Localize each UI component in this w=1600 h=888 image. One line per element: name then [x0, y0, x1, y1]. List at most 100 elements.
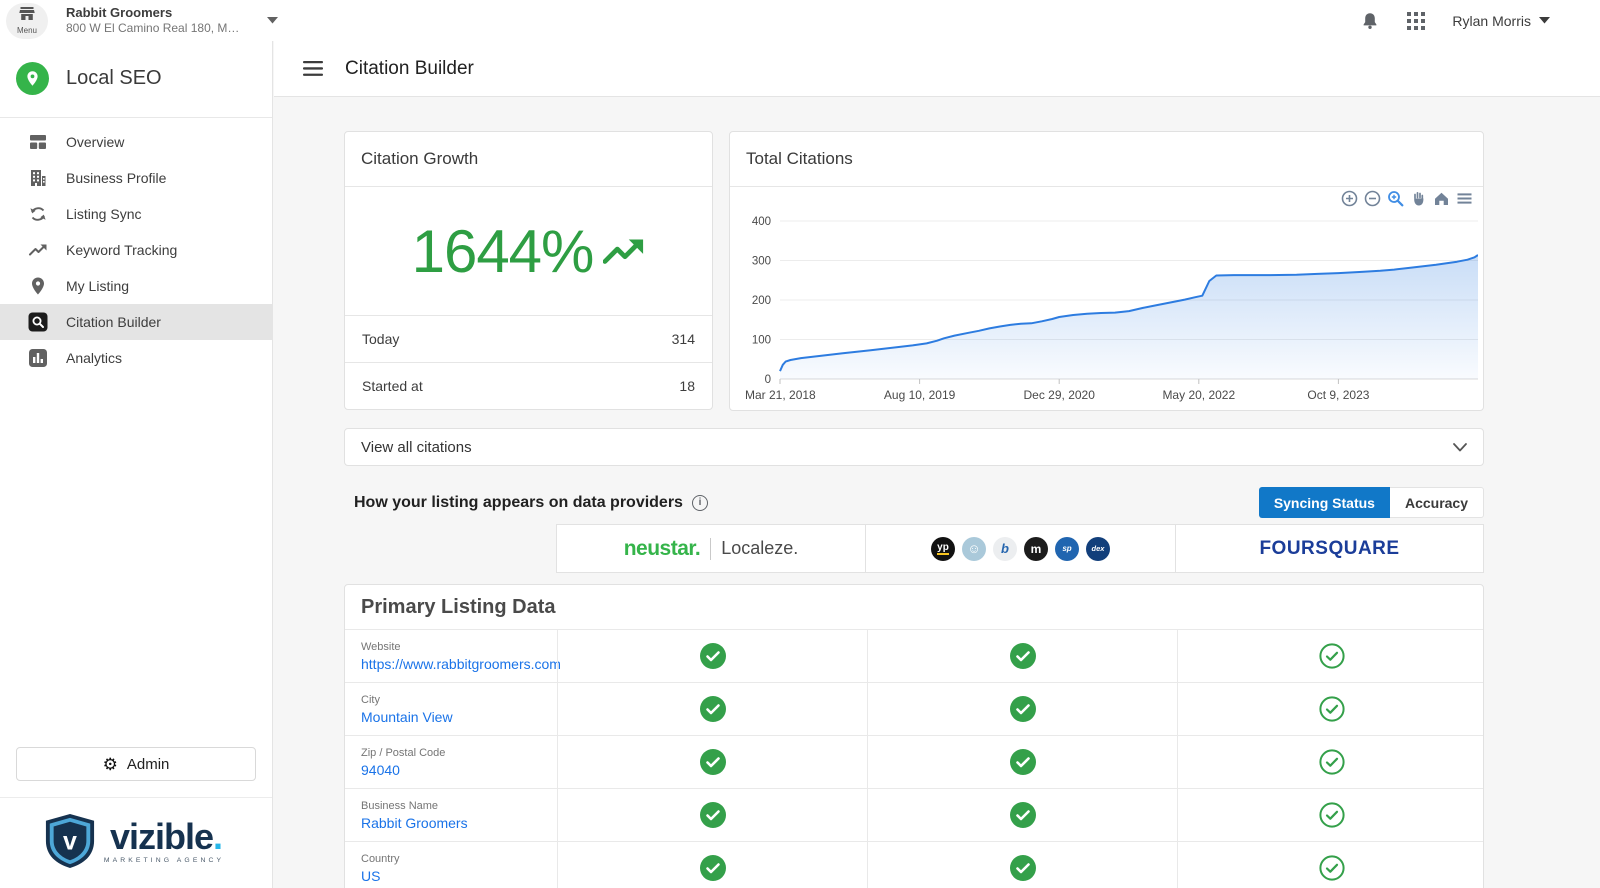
- stat-value: 18: [679, 378, 695, 394]
- business-address: 800 W El Camino Real 180, M…: [66, 21, 239, 36]
- check-circle-icon: [1319, 749, 1345, 775]
- gear-icon: ⚙: [103, 756, 118, 773]
- table-row: CountryUS: [345, 841, 1483, 888]
- sidebar-item-analytics[interactable]: Analytics: [0, 340, 272, 376]
- sidebar-item-label: Business Profile: [66, 170, 166, 186]
- sidebar-item-my-listing[interactable]: My Listing: [0, 268, 272, 304]
- manta-icon: m: [1024, 537, 1048, 561]
- table-row: Business NameRabbit Groomers: [345, 788, 1483, 841]
- table-row: Websitehttps://www.rabbitgroomers.com: [345, 629, 1483, 682]
- bell-icon[interactable]: [1360, 11, 1380, 31]
- hamburger-icon[interactable]: [303, 61, 323, 76]
- check-circle-icon: [700, 855, 726, 881]
- status-cell: [867, 789, 1177, 841]
- zoom-out-icon[interactable]: [1363, 189, 1381, 207]
- divider: [710, 538, 711, 560]
- page-header: Citation Builder: [274, 41, 1600, 97]
- view-all-citations-expander[interactable]: View all citations: [344, 428, 1484, 466]
- apps-grid-icon[interactable]: [1407, 12, 1425, 30]
- analytics-icon: [28, 348, 48, 368]
- admin-label: Admin: [127, 756, 170, 773]
- status-cell: [1177, 736, 1484, 788]
- citations-chart[interactable]: 0100200300400Mar 21, 2018Aug 10, 2019Dec…: [730, 187, 1483, 412]
- home-icon[interactable]: [1432, 189, 1450, 207]
- sidebar-item-overview[interactable]: Overview: [0, 124, 272, 160]
- status-cell: [557, 789, 867, 841]
- status-cell: [557, 683, 867, 735]
- check-circle-icon: [1010, 643, 1036, 669]
- citation-growth-card: Citation Growth 1644% Today 314 Started …: [344, 131, 713, 410]
- stat-value: 314: [672, 331, 695, 347]
- pan-icon[interactable]: [1409, 189, 1427, 207]
- menu-label: Menu: [17, 26, 37, 35]
- status-cell: [557, 842, 867, 888]
- sidebar-item-label: Keyword Tracking: [66, 242, 177, 258]
- sidebar-item-label: Listing Sync: [66, 206, 141, 222]
- info-icon[interactable]: i: [692, 495, 708, 511]
- status-cell: [867, 736, 1177, 788]
- chart-modebar: [1340, 189, 1473, 207]
- field-value-link[interactable]: Rabbit Groomers: [361, 815, 541, 831]
- field-value-link[interactable]: Mountain View: [361, 709, 541, 725]
- total-citations-card: Total Citations 0100200300400Mar 21, 201…: [729, 131, 1484, 411]
- check-circle-icon: [1319, 643, 1345, 669]
- accuracy-button[interactable]: Accuracy: [1390, 487, 1484, 518]
- storefront-icon: [19, 7, 35, 25]
- field-value-link[interactable]: 94040: [361, 762, 541, 778]
- admin-button[interactable]: ⚙ Admin: [16, 747, 256, 781]
- user-menu[interactable]: Rylan Morris: [1452, 13, 1550, 29]
- stat-label: Started at: [362, 378, 423, 394]
- sidebar-item-label: Analytics: [66, 350, 122, 366]
- status-cell: [867, 683, 1177, 735]
- business-switcher[interactable]: Rabbit Groomers 800 W El Camino Real 180…: [66, 5, 239, 36]
- chevron-down-icon: [1453, 439, 1467, 456]
- menu-button[interactable]: Menu: [6, 3, 48, 39]
- svg-text:200: 200: [752, 295, 771, 307]
- status-toggle: Syncing Status Accuracy: [1259, 487, 1484, 518]
- zoom-in-icon[interactable]: [1340, 189, 1358, 207]
- check-circle-icon: [700, 696, 726, 722]
- keyword-tracking-icon: [28, 240, 48, 260]
- field-cell: Websitehttps://www.rabbitgroomers.com: [345, 630, 557, 682]
- section-heading: How your listing appears on data provide…: [344, 494, 708, 512]
- sidebar-item-label: My Listing: [66, 278, 129, 294]
- status-cell: [1177, 842, 1484, 888]
- zoom-select-icon[interactable]: [1386, 189, 1404, 207]
- sidebar-item-citation-builder[interactable]: Citation Builder: [0, 304, 272, 340]
- logo-tagline: MARKETING AGENCY: [104, 857, 228, 864]
- check-circle-icon: [1319, 696, 1345, 722]
- svg-text:Oct 9, 2023: Oct 9, 2023: [1307, 388, 1369, 402]
- dexknows-icon: dex: [1086, 537, 1110, 561]
- neustar-localeze-logo: neustar. Localeze.: [556, 524, 866, 573]
- sidebar-item-listing-sync[interactable]: Listing Sync: [0, 196, 272, 232]
- business-profile-icon: [28, 168, 48, 188]
- sidebar-item-keyword-tracking[interactable]: Keyword Tracking: [0, 232, 272, 268]
- check-circle-icon: [1010, 802, 1036, 828]
- stat-row-today: Today 314: [345, 315, 712, 362]
- svg-text:400: 400: [752, 216, 771, 228]
- product-header: Local SEO: [0, 41, 272, 117]
- foursquare-logo: FOURSQUARE: [1175, 524, 1484, 573]
- field-cell: Zip / Postal Code 94040: [345, 736, 557, 788]
- trending-up-icon: [603, 234, 645, 268]
- table-row: CityMountain View: [345, 682, 1483, 735]
- status-cell: [557, 736, 867, 788]
- stat-row-started: Started at 18: [345, 362, 712, 409]
- neustar-wordmark: neustar.: [624, 537, 701, 561]
- svg-text:100: 100: [752, 335, 771, 347]
- field-value-link[interactable]: US: [361, 868, 541, 884]
- syncing-status-button[interactable]: Syncing Status: [1259, 487, 1390, 518]
- field-label: Zip / Postal Code: [361, 747, 541, 759]
- foursquare-wordmark: FOURSQUARE: [1259, 538, 1399, 560]
- check-circle-icon: [1010, 696, 1036, 722]
- topbar: Menu Rabbit Groomers 800 W El Camino Rea…: [0, 0, 1600, 41]
- page-title: Citation Builder: [345, 58, 474, 80]
- check-circle-icon: [1319, 802, 1345, 828]
- merchantcircle-icon: ☺: [962, 537, 986, 561]
- field-value-link[interactable]: https://www.rabbitgroomers.com: [361, 656, 541, 672]
- menu-icon[interactable]: [1455, 189, 1473, 207]
- caret-down-icon[interactable]: [267, 17, 278, 24]
- bing-icon: b: [993, 537, 1017, 561]
- shield-icon: v: [44, 812, 96, 870]
- sidebar-item-business-profile[interactable]: Business Profile: [0, 160, 272, 196]
